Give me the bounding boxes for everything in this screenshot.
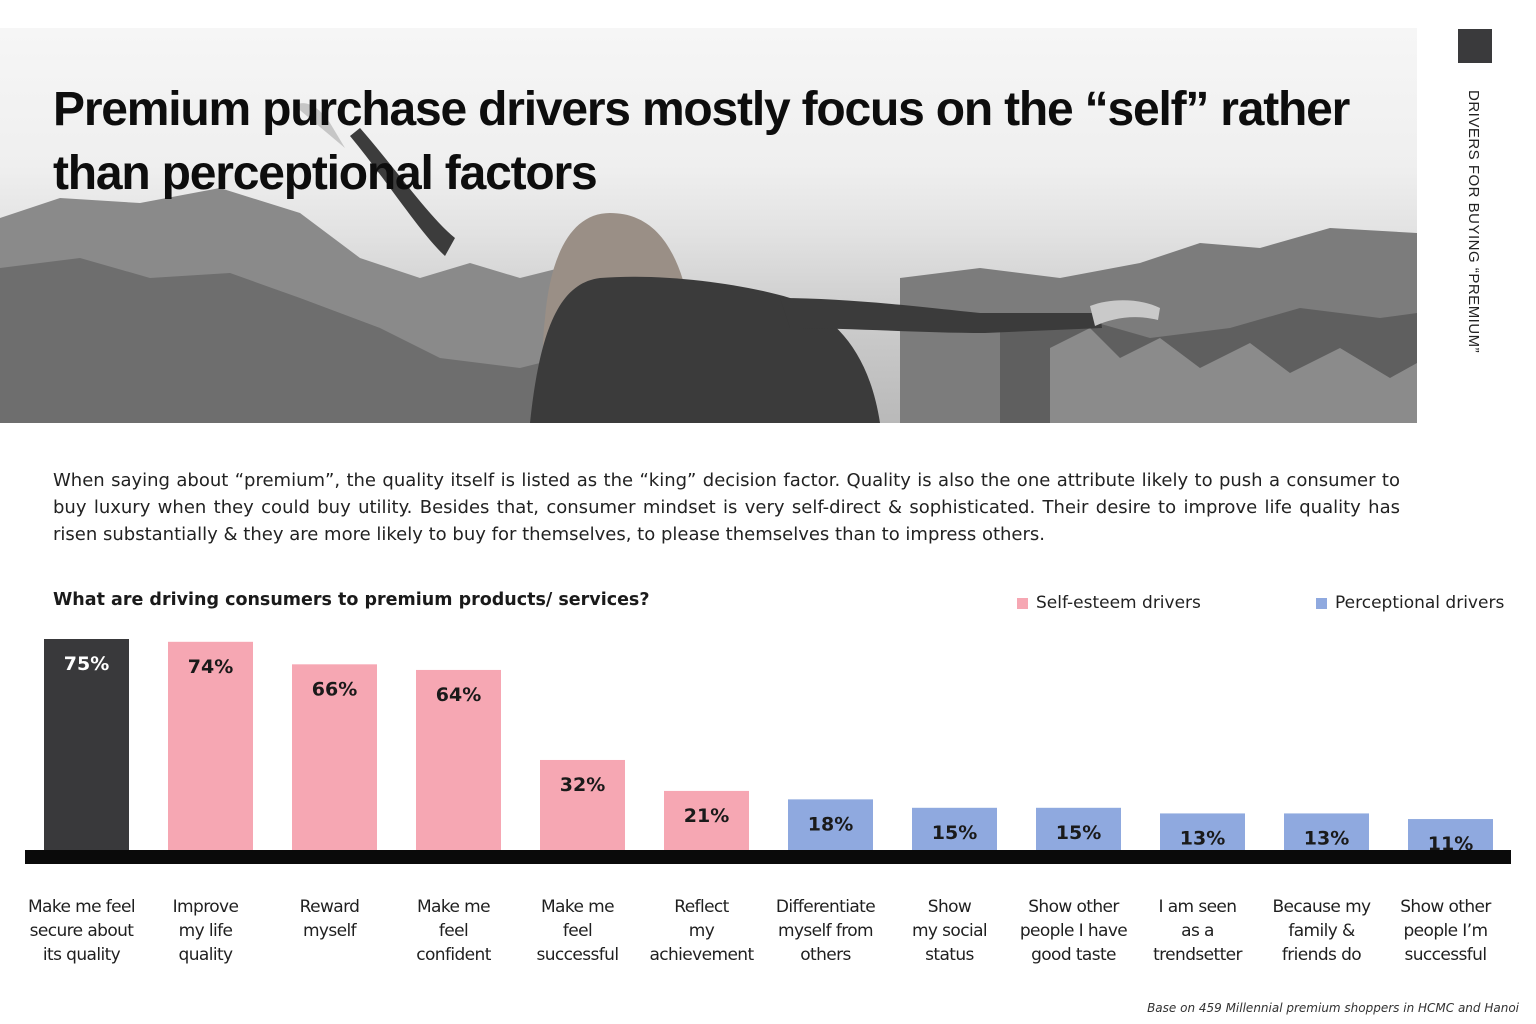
category-label: Show other: [1028, 897, 1119, 917]
category-label: others: [800, 945, 851, 965]
data-label: 66%: [312, 678, 357, 700]
legend-item-self-esteem: Self-esteem drivers: [1017, 593, 1201, 613]
page-title: Premium purchase drivers mostly focus on…: [53, 83, 1350, 200]
data-label: 18%: [808, 813, 853, 835]
category-label: as a: [1181, 921, 1214, 941]
category-label: successful: [537, 945, 619, 965]
category-label: family &: [1288, 921, 1355, 941]
intro-paragraph: When saying about “premium”, the quality…: [53, 470, 1400, 545]
bar: [292, 664, 377, 850]
bar: [1284, 813, 1369, 850]
bar: [540, 759, 625, 850]
category-label: successful: [1405, 945, 1487, 965]
legend-label-self-esteem: Self-esteem drivers: [1036, 593, 1201, 613]
category-label: Make me: [541, 897, 614, 917]
data-label: 15%: [1056, 822, 1101, 844]
bar: [1408, 819, 1493, 850]
category-label: my life: [179, 921, 233, 941]
category-label: good taste: [1031, 945, 1116, 965]
hero-photo: [0, 28, 1417, 423]
data-label: 13%: [1304, 827, 1349, 849]
data-label: 32%: [560, 774, 605, 796]
legend-label-perceptional: Perceptional drivers: [1335, 593, 1505, 613]
category-label: status: [925, 945, 974, 965]
data-label: 75%: [64, 653, 109, 675]
data-label: 11%: [1428, 833, 1473, 855]
category-label: I am seen: [1159, 897, 1237, 917]
bar: [168, 641, 253, 850]
data-label: 74%: [188, 656, 233, 678]
chart-heading: What are driving consumers to premium pr…: [53, 590, 650, 610]
mountain-landscape-illustration: [0, 103, 1417, 423]
category-label: people I have: [1020, 921, 1127, 941]
category-label: secure about: [30, 921, 135, 941]
bar: [44, 639, 129, 850]
bar: [1036, 807, 1121, 850]
category-label: Make me: [417, 897, 490, 917]
category-label: trendsetter: [1153, 945, 1242, 965]
bar: [1160, 813, 1245, 850]
legend-swatch-perceptional: [1316, 597, 1327, 609]
footnote: Base on 459 Millennial premium shoppers …: [1147, 1001, 1519, 1015]
category-label: Improve: [173, 897, 239, 917]
category-label: myself: [303, 921, 358, 941]
bar: [788, 799, 873, 850]
category-label: my: [689, 921, 715, 941]
category-label: people I’m: [1403, 921, 1487, 941]
category-label: quality: [179, 945, 233, 965]
data-label: 21%: [684, 805, 729, 827]
legend-item-perceptional: Perceptional drivers: [1316, 593, 1504, 613]
drivers-bar-chart: 75% Make me feel secure about its quality 74…: [25, 639, 1511, 965]
chart-baseline: [25, 850, 1511, 864]
data-label: 13%: [1180, 827, 1225, 849]
category-label: Differentiate: [776, 897, 875, 917]
category-label: my social: [912, 921, 987, 941]
category-label: its quality: [43, 945, 121, 965]
category-label: Reflect: [674, 897, 729, 917]
bar: [664, 790, 749, 850]
bar: [416, 669, 501, 850]
category-label: confident: [416, 945, 491, 965]
data-label: 64%: [436, 684, 481, 706]
data-label: 15%: [932, 822, 977, 844]
category-label: Reward: [300, 897, 360, 917]
legend-swatch-self-esteem: [1017, 597, 1028, 609]
category-label: Show: [928, 897, 972, 917]
category-label: Because my: [1272, 897, 1371, 917]
category-label: friends do: [1282, 945, 1361, 965]
category-label: myself from: [778, 921, 873, 941]
category-label: feel: [439, 921, 468, 941]
category-label: achievement: [649, 945, 754, 965]
category-label: Make me feel: [28, 897, 135, 917]
category-label: Show other: [1400, 897, 1491, 917]
bar: [912, 807, 997, 850]
section-side-label: DRIVERS FOR BUYING “PREMIUM”: [1465, 90, 1482, 354]
category-label: feel: [563, 921, 592, 941]
corner-accent-square: [1458, 29, 1492, 63]
